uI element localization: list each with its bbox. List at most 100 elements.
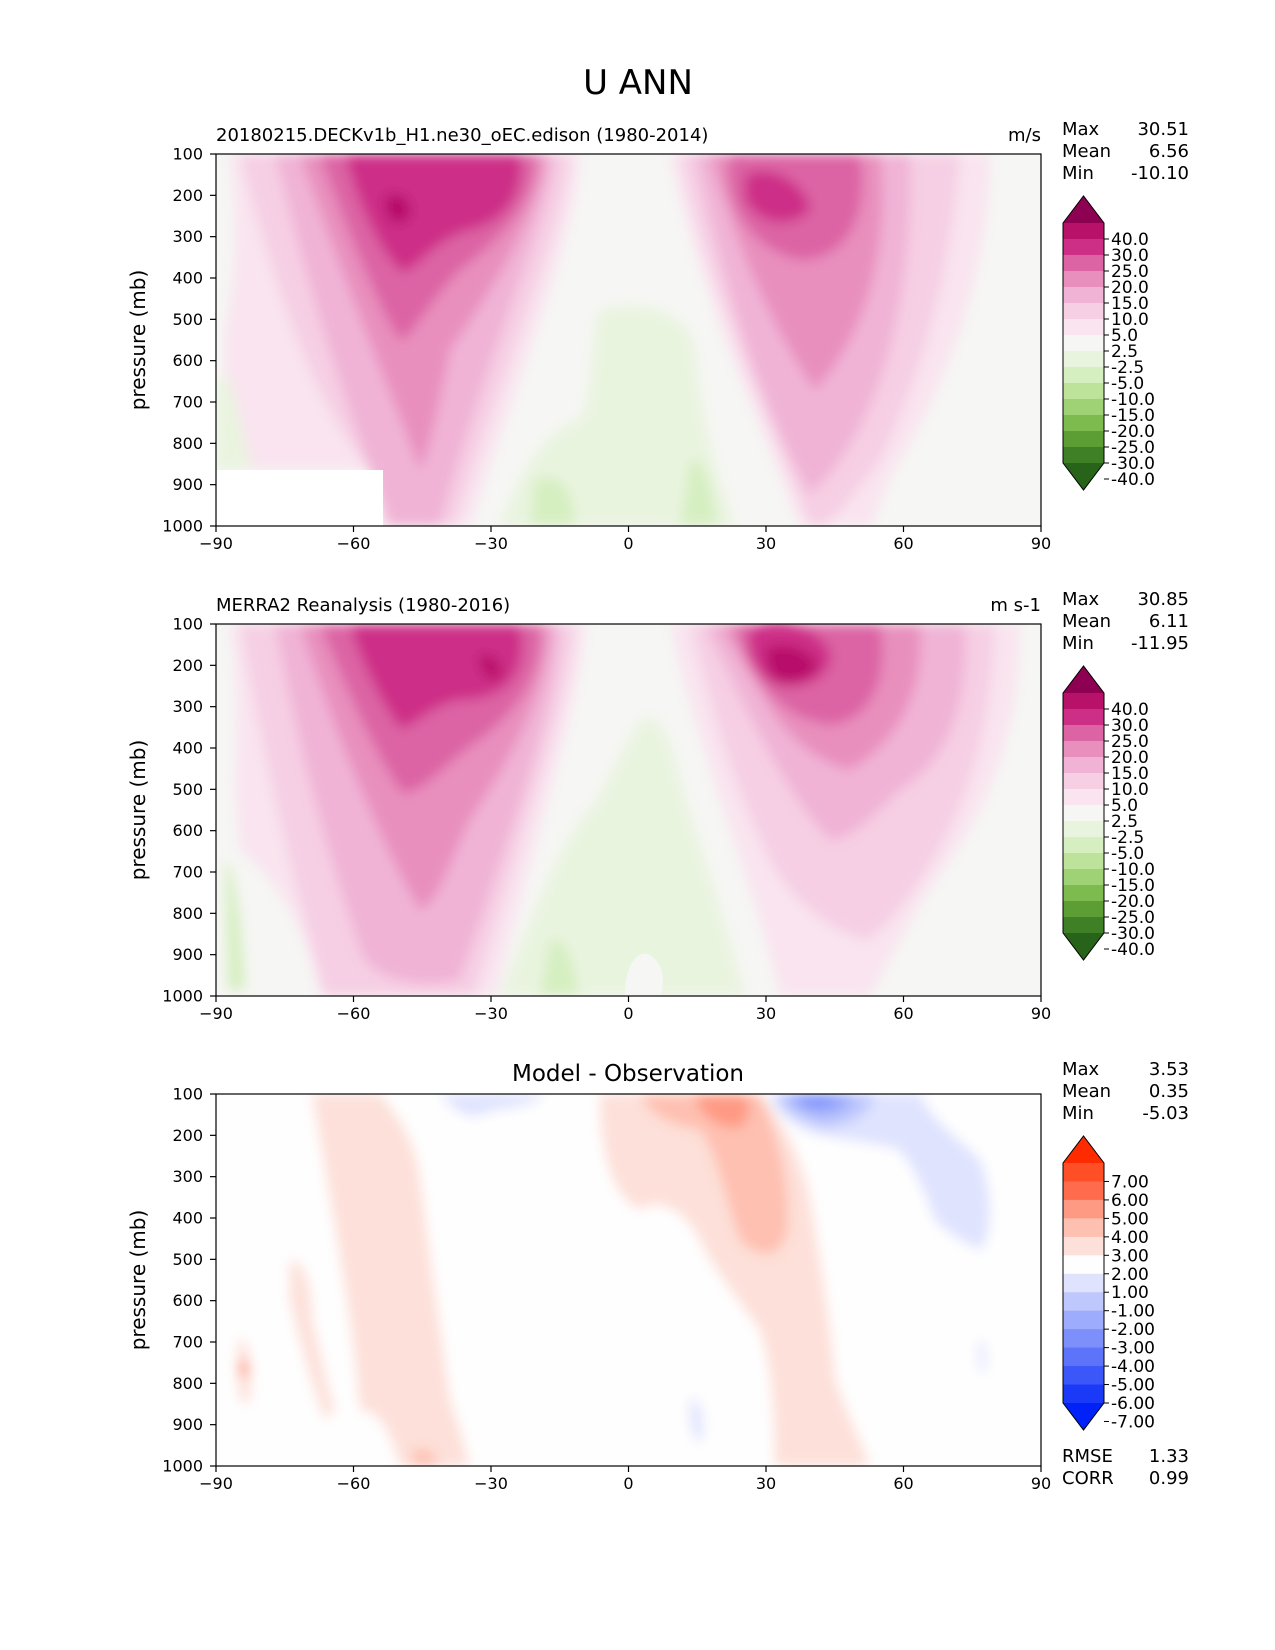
x-tick-label: −30 xyxy=(474,534,508,553)
colorbar-segment xyxy=(1063,319,1104,336)
colorbar-top-extend xyxy=(1063,1136,1104,1163)
x-tick-label: 30 xyxy=(756,1004,776,1023)
y-tick-label: 300 xyxy=(172,697,203,716)
colorbar: 40.030.025.020.015.010.05.02.5-2.5-5.0-1… xyxy=(1062,195,1155,491)
colorbar-segment xyxy=(1063,853,1104,870)
colorbar-segment xyxy=(1063,255,1104,272)
contour-diff-neg-1 xyxy=(770,1094,990,1250)
colorbar-tick-label: 30.0 xyxy=(1111,716,1149,736)
colorbar-segment xyxy=(1063,367,1104,384)
colorbar-tick-label: 20.0 xyxy=(1111,278,1149,298)
colorbar-segment xyxy=(1063,1163,1104,1182)
colorbar-segment xyxy=(1063,901,1104,918)
colorbar-tick-label: -25.0 xyxy=(1111,908,1155,928)
colorbar-tick-label: -30.0 xyxy=(1111,454,1155,474)
colorbar-segment xyxy=(1063,885,1104,902)
colorbar-tick-label: 1.00 xyxy=(1111,1283,1149,1303)
x-tick-label: −60 xyxy=(337,1474,371,1493)
x-tick-label: 90 xyxy=(1031,534,1051,553)
x-tick-label: −30 xyxy=(474,1004,508,1023)
colorbar-segment xyxy=(1063,1273,1104,1293)
y-tick-label: 800 xyxy=(172,1374,203,1393)
stat-min-label: Min xyxy=(1062,1103,1094,1124)
colorbar-tick-label: -5.00 xyxy=(1111,1376,1155,1396)
contour-field xyxy=(216,624,1041,996)
stat-rmse-label: RMSE xyxy=(1062,1446,1113,1467)
contour-fills xyxy=(225,624,1020,996)
colorbar-bottom-extend xyxy=(1063,1403,1104,1430)
colorbar-tick-label: -10.0 xyxy=(1111,860,1155,880)
colorbar-segment xyxy=(1063,1384,1104,1404)
colorbar-segment xyxy=(1063,757,1104,774)
y-tick-label: 200 xyxy=(172,656,203,675)
colorbar-tick-label: 2.5 xyxy=(1111,812,1138,832)
y-tick-label: 200 xyxy=(172,186,203,205)
stat-mean-label: Mean xyxy=(1062,611,1111,632)
colorbar-segment xyxy=(1063,1329,1104,1349)
colorbar-segment xyxy=(1063,805,1104,822)
colorbar-segment xyxy=(1063,1366,1104,1386)
stat-mean-label: Mean xyxy=(1062,1081,1111,1102)
contour-green-medium xyxy=(680,459,718,526)
contour-pink-7 xyxy=(385,193,411,224)
x-tick-label: 0 xyxy=(623,534,633,553)
y-tick-label: 900 xyxy=(172,1415,203,1434)
contour-pink-6 xyxy=(350,624,522,729)
x-tick-label: 30 xyxy=(756,1474,776,1493)
colorbar-tick-label: 20.0 xyxy=(1111,748,1149,768)
y-tick-label: 200 xyxy=(172,1126,203,1145)
contour-pink-6 xyxy=(345,154,521,272)
y-tick-label: 500 xyxy=(172,310,203,329)
colorbar-bottom-extend xyxy=(1063,463,1104,490)
colorbar-segment xyxy=(1063,1199,1104,1219)
x-axis: −90 −60 −30 0 30 60 90 xyxy=(199,526,1051,553)
colorbar-tick-label: 25.0 xyxy=(1111,262,1149,282)
colorbar-tick-label: 6.00 xyxy=(1111,1191,1149,1211)
colorbar-segment xyxy=(1063,303,1104,320)
colorbar-segment xyxy=(1063,335,1104,352)
colorbar-tick-label: -6.00 xyxy=(1111,1394,1155,1414)
x-axis: −90 −60 −30 0 30 60 90 xyxy=(199,996,1051,1023)
colorbar-segment xyxy=(1063,415,1104,432)
x-tick-label: 60 xyxy=(893,534,913,553)
colorbar-tick-label: -7.00 xyxy=(1111,1412,1155,1432)
panel-model: 20180215.DECKv1b_H1.ne30_oEC.edison (198… xyxy=(126,119,1189,553)
stat-min-label: Min xyxy=(1062,633,1094,654)
y-tick-label: 1000 xyxy=(162,517,203,536)
y-axis-label: pressure (mb) xyxy=(126,1210,150,1351)
colorbar-tick-label: -20.0 xyxy=(1111,422,1155,442)
colorbar-tick-label: -4.00 xyxy=(1111,1357,1155,1377)
y-tick-label: 700 xyxy=(172,863,203,882)
missing-data-mask xyxy=(216,470,383,526)
colorbar-segment xyxy=(1063,693,1104,710)
x-tick-label: −60 xyxy=(337,1004,371,1023)
x-tick-label: 0 xyxy=(623,1474,633,1493)
colorbar-segment xyxy=(1063,351,1104,368)
colorbar-segment xyxy=(1063,709,1104,726)
colorbar-tick-label: 5.0 xyxy=(1111,326,1138,346)
colorbar-top-extend xyxy=(1063,196,1104,223)
contour-diff-neg-1 xyxy=(440,1094,545,1116)
y-axis: 100 200 300 400 500 600 700 800 900 1000 xyxy=(162,615,216,1006)
x-tick-label: 90 xyxy=(1031,1474,1051,1493)
colorbar-segment xyxy=(1063,917,1104,934)
y-axis: 100 200 300 400 500 600 700 800 900 1000 xyxy=(162,145,216,536)
y-tick-label: 500 xyxy=(172,1250,203,1269)
x-tick-label: 30 xyxy=(756,534,776,553)
colorbar-segment xyxy=(1063,1292,1104,1312)
x-tick-label: 90 xyxy=(1031,1004,1051,1023)
stats-box: Max 3.53 Mean 0.35 Min -5.03 RMSE 1.33 C… xyxy=(1062,1059,1189,1489)
colorbar-tick-label: -15.0 xyxy=(1111,876,1155,896)
colorbar-tick-label: -5.0 xyxy=(1111,844,1144,864)
colorbar-tick-label: -10.0 xyxy=(1111,390,1155,410)
y-tick-label: 600 xyxy=(172,821,203,840)
contour-field xyxy=(216,1094,1041,1466)
colorbar-segment xyxy=(1063,431,1104,448)
y-tick-label: 700 xyxy=(172,1333,203,1352)
stat-corr-label: CORR xyxy=(1062,1468,1114,1489)
colorbar-tick-label: 30.0 xyxy=(1111,246,1149,266)
stat-max-value: 30.51 xyxy=(1137,119,1189,140)
colorbar-tick-label: 10.0 xyxy=(1111,310,1149,330)
y-tick-label: 300 xyxy=(172,227,203,246)
colorbar-tick-label: 25.0 xyxy=(1111,732,1149,752)
